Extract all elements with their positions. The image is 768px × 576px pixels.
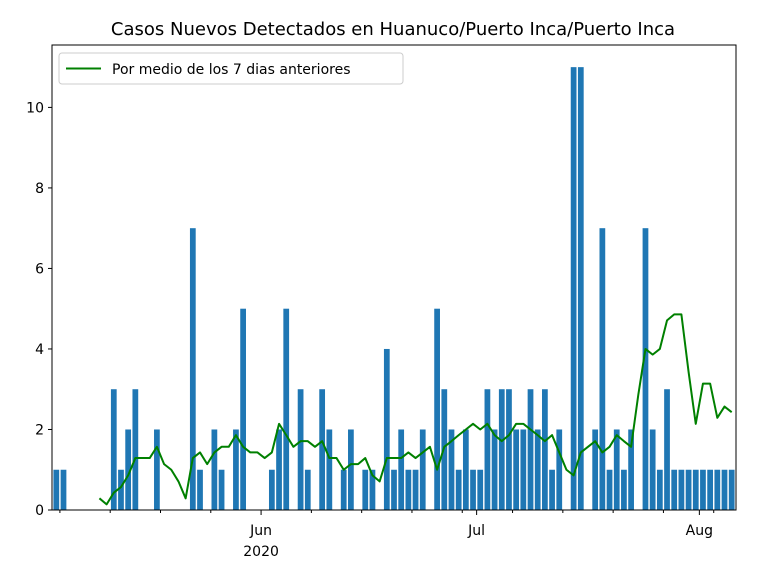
bar <box>527 389 534 510</box>
bar <box>477 469 484 510</box>
bar <box>391 469 397 510</box>
y-tick-label: 0 <box>35 503 44 519</box>
bar <box>700 469 706 510</box>
bar <box>304 469 311 510</box>
bar <box>556 429 563 510</box>
bar <box>398 429 405 510</box>
legend: Por medio de los 7 dias anteriores <box>58 52 404 85</box>
bar <box>60 469 67 510</box>
bar <box>383 348 390 510</box>
bar <box>664 389 670 510</box>
bar <box>53 469 60 510</box>
bar <box>326 429 333 510</box>
bar <box>599 228 606 510</box>
bar <box>520 429 527 510</box>
bar <box>678 469 685 510</box>
bar <box>542 389 548 510</box>
x-tick-label: Aug <box>686 523 713 539</box>
bar <box>613 429 620 510</box>
bar <box>470 469 476 510</box>
bar <box>218 469 225 510</box>
x-tick-sublabel: 2020 <box>243 544 279 560</box>
bar <box>728 469 735 510</box>
y-tick-label: 10 <box>26 100 44 116</box>
bar-series <box>53 67 735 511</box>
bar <box>154 429 160 510</box>
bar <box>534 429 541 510</box>
bar <box>577 67 584 511</box>
bar <box>455 469 462 510</box>
moving-average-line <box>98 313 733 506</box>
bar <box>283 308 290 510</box>
bar <box>714 469 721 510</box>
bar <box>649 429 656 510</box>
bar <box>276 429 282 510</box>
bar <box>592 429 599 510</box>
bar <box>621 469 627 510</box>
bar <box>118 469 124 510</box>
y-tick-label: 2 <box>35 422 44 438</box>
bar <box>297 389 304 510</box>
bar <box>240 308 246 510</box>
bar <box>125 429 132 510</box>
bar <box>462 429 469 510</box>
bar <box>498 389 505 510</box>
bar <box>549 469 555 510</box>
bar <box>348 429 354 510</box>
y-tick-label: 4 <box>35 342 44 358</box>
bar <box>656 469 663 510</box>
bar <box>448 429 455 510</box>
bar <box>642 228 649 510</box>
bar <box>319 389 326 510</box>
bar <box>233 429 239 510</box>
bar <box>211 429 218 510</box>
bar <box>628 429 634 510</box>
bar <box>419 429 426 510</box>
bar <box>434 308 440 510</box>
bar <box>491 429 498 510</box>
bar <box>513 429 520 510</box>
legend-box <box>58 52 404 85</box>
line-series <box>98 313 733 506</box>
bar <box>707 469 714 510</box>
chart-title: Casos Nuevos Detectados en Huanuco/Puert… <box>111 19 675 40</box>
axes: 0 2 4 6 8 10 Jun 2020 Jul Aug <box>26 44 737 560</box>
bar <box>570 67 577 511</box>
bar <box>506 389 512 510</box>
y-tick-label: 8 <box>35 181 44 197</box>
plot-frame <box>51 44 737 511</box>
bar <box>110 389 117 510</box>
x-tick-label: Jun <box>249 523 272 539</box>
bar <box>685 469 692 510</box>
bar <box>484 389 491 510</box>
bar <box>340 469 347 510</box>
bar <box>412 469 419 510</box>
bar <box>721 469 728 510</box>
bar <box>197 469 203 510</box>
bar <box>189 228 196 510</box>
x-tick-label: Jul <box>467 523 485 539</box>
bar <box>606 469 613 510</box>
bar <box>362 469 369 510</box>
bar <box>692 469 699 510</box>
plot-area: 0 2 4 6 8 10 Jun 2020 Jul Aug <box>26 44 737 560</box>
bar <box>671 469 678 510</box>
y-tick-label: 6 <box>35 261 44 277</box>
bar <box>369 469 376 510</box>
bar <box>132 389 139 510</box>
bar <box>268 469 275 510</box>
bar <box>405 469 412 510</box>
legend-label: Por medio de los 7 dias anteriores <box>112 62 351 78</box>
